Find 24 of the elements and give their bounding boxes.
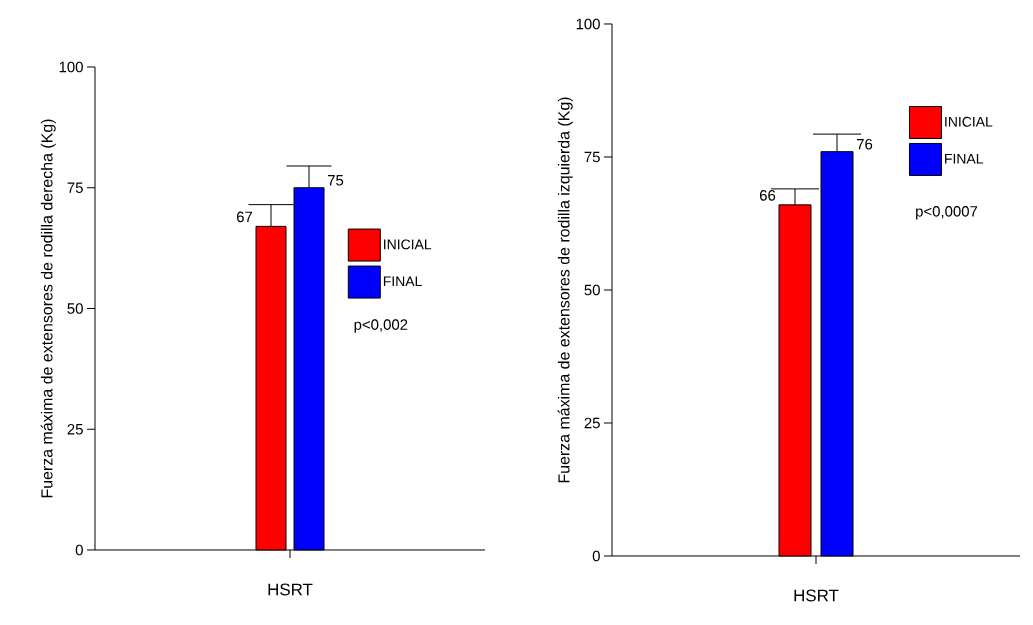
- legend-label: INICIAL: [384, 239, 432, 250]
- y-tick-label: 50: [584, 284, 600, 296]
- legend-label: FINAL: [945, 153, 984, 164]
- y-tick-label: 75: [584, 151, 600, 163]
- y-tick-label: 25: [584, 417, 600, 429]
- y-tick-label: 100: [576, 18, 600, 30]
- annotation: p<0,0007: [916, 206, 978, 220]
- legend-label: FINAL: [383, 276, 422, 287]
- y-tick-label: 0: [75, 544, 83, 556]
- y-axis-title: Fuerza máxima de extensores de rodilla derecha (Kg): [40, 119, 56, 498]
- x-tick-label: HSRT: [794, 589, 839, 602]
- data-label: 76: [856, 138, 873, 150]
- data-label: 66: [759, 190, 776, 201]
- data-label: 75: [327, 175, 344, 186]
- annotation: p<0,002: [354, 319, 408, 333]
- data-label: 67: [236, 211, 253, 223]
- y-tick-label: 75: [67, 182, 83, 193]
- y-tick-label: 100: [59, 61, 83, 73]
- y-axis-title: Fuerza máxima de extensores de rodilla izquierda (Kg): [557, 97, 573, 483]
- y-tick-label: 25: [67, 423, 83, 435]
- y-tick-label: 0: [592, 550, 600, 562]
- x-tick-label: HSRT: [268, 583, 313, 596]
- y-tick-label: 50: [67, 303, 83, 314]
- legend-label: INICIAL: [945, 116, 993, 127]
